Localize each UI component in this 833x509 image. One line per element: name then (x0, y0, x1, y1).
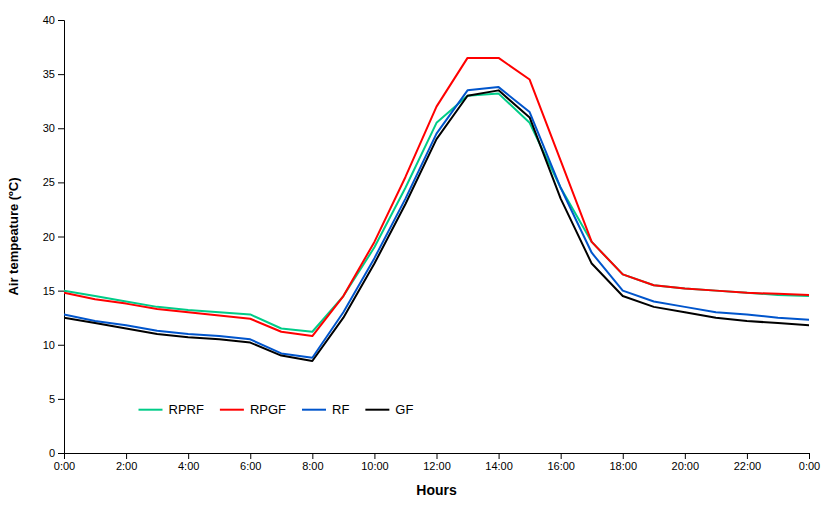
y-tick: 10 (43, 339, 64, 351)
legend-item: RPGF (220, 402, 286, 417)
x-tick-label: 4:00 (178, 460, 199, 472)
x-tick-mark (374, 453, 375, 459)
legend-label: RF (332, 402, 349, 417)
x-tick: 4:00 (178, 453, 199, 472)
x-axis: 0:00 2:00 4:00 6:00 8:00 10:00 12:00 14:00 16:00… (54, 453, 820, 472)
y-tick-mark (58, 128, 64, 129)
y-tick-label: 15 (43, 285, 55, 297)
x-tick: 18:00 (609, 453, 637, 472)
y-tick-label: 10 (43, 339, 55, 351)
x-axis-line (65, 454, 810, 460)
y-tick-mark (58, 291, 64, 292)
y-tick: 0 (49, 447, 64, 459)
x-tick: 14:00 (485, 453, 513, 472)
y-tick-label: 20 (43, 231, 55, 243)
x-tick-mark (250, 453, 251, 459)
y-tick-mark (58, 20, 64, 21)
y-tick: 15 (43, 285, 64, 297)
y-tick: 5 (49, 393, 64, 405)
x-tick: 16:00 (547, 453, 575, 472)
series-line (64, 87, 809, 358)
y-tick-mark (58, 182, 64, 183)
y-tick-mark (58, 237, 64, 238)
y-axis-line (58, 21, 65, 454)
y-tick: 35 (43, 68, 64, 80)
x-tick-mark (685, 453, 686, 459)
x-tick: 12:00 (423, 453, 451, 472)
legend-swatch (220, 409, 244, 411)
series-line (64, 58, 809, 336)
y-tick: 25 (43, 176, 64, 188)
legend-label: RPRF (169, 402, 204, 417)
x-tick: 8:00 (302, 453, 323, 472)
y-tick-label: 0 (49, 447, 55, 459)
x-tick-label: 0:00 (799, 460, 820, 472)
y-tick-label: 35 (43, 68, 55, 80)
y-tick-label: 25 (43, 176, 55, 188)
series-line (64, 90, 809, 361)
x-tick-mark (188, 453, 189, 459)
y-tick-label: 5 (49, 393, 55, 405)
y-axis-title: Air tempeature (ºC) (6, 177, 21, 295)
x-tick-label: 0:00 (54, 460, 75, 472)
legend-swatch (365, 409, 389, 411)
y-tick-label: 30 (43, 122, 55, 134)
series-line (64, 94, 809, 332)
legend-item: RPRF (139, 402, 204, 417)
legend-label: RPGF (250, 402, 286, 417)
x-tick: 22:00 (734, 453, 762, 472)
x-axis-title: Hours (416, 482, 457, 498)
x-tick-label: 8:00 (302, 460, 323, 472)
legend-item: GF (365, 402, 413, 417)
x-tick: 20:00 (672, 453, 700, 472)
y-tick-mark (58, 74, 64, 75)
x-tick-mark (561, 453, 562, 459)
x-tick: 0:00 (799, 453, 820, 472)
legend: RPRF RPGF RF GF (139, 402, 414, 417)
x-tick-label: 20:00 (672, 460, 700, 472)
y-tick-mark (58, 345, 64, 346)
x-tick-mark (623, 453, 624, 459)
y-tick: 40 (43, 14, 64, 26)
legend-swatch (139, 409, 163, 411)
lines (64, 58, 809, 361)
x-tick: 0:00 (54, 453, 75, 472)
y-axis: 0 5 10 15 20 25 30 35 40 (43, 14, 65, 459)
x-tick-label: 12:00 (423, 460, 451, 472)
x-tick-label: 6:00 (240, 460, 261, 472)
x-tick-mark (437, 453, 438, 459)
x-tick-label: 14:00 (485, 460, 513, 472)
x-tick: 10:00 (361, 453, 389, 472)
y-tick-mark (58, 453, 64, 454)
plot: 0:00 2:00 4:00 6:00 8:00 10:00 12:00 14:00 16:00… (43, 14, 820, 472)
y-tick: 30 (43, 122, 64, 134)
y-tick-mark (58, 399, 64, 400)
x-tick-mark (809, 453, 810, 459)
x-tick-mark (312, 453, 313, 459)
x-tick-label: 2:00 (116, 460, 137, 472)
x-tick-label: 18:00 (609, 460, 637, 472)
chart: 0:00 2:00 4:00 6:00 8:00 10:00 12:00 14:00 16:00… (0, 0, 833, 509)
x-tick-mark (126, 453, 127, 459)
y-tick: 20 (43, 231, 64, 243)
x-tick: 6:00 (240, 453, 261, 472)
x-tick-mark (747, 453, 748, 459)
legend-label: GF (395, 402, 413, 417)
x-tick-label: 10:00 (361, 460, 389, 472)
x-tick: 2:00 (116, 453, 137, 472)
legend-item: RF (302, 402, 349, 417)
x-tick-label: 22:00 (734, 460, 762, 472)
legend-swatch (302, 409, 326, 411)
x-tick-mark (499, 453, 500, 459)
y-tick-label: 40 (43, 14, 55, 26)
x-tick-label: 16:00 (547, 460, 575, 472)
